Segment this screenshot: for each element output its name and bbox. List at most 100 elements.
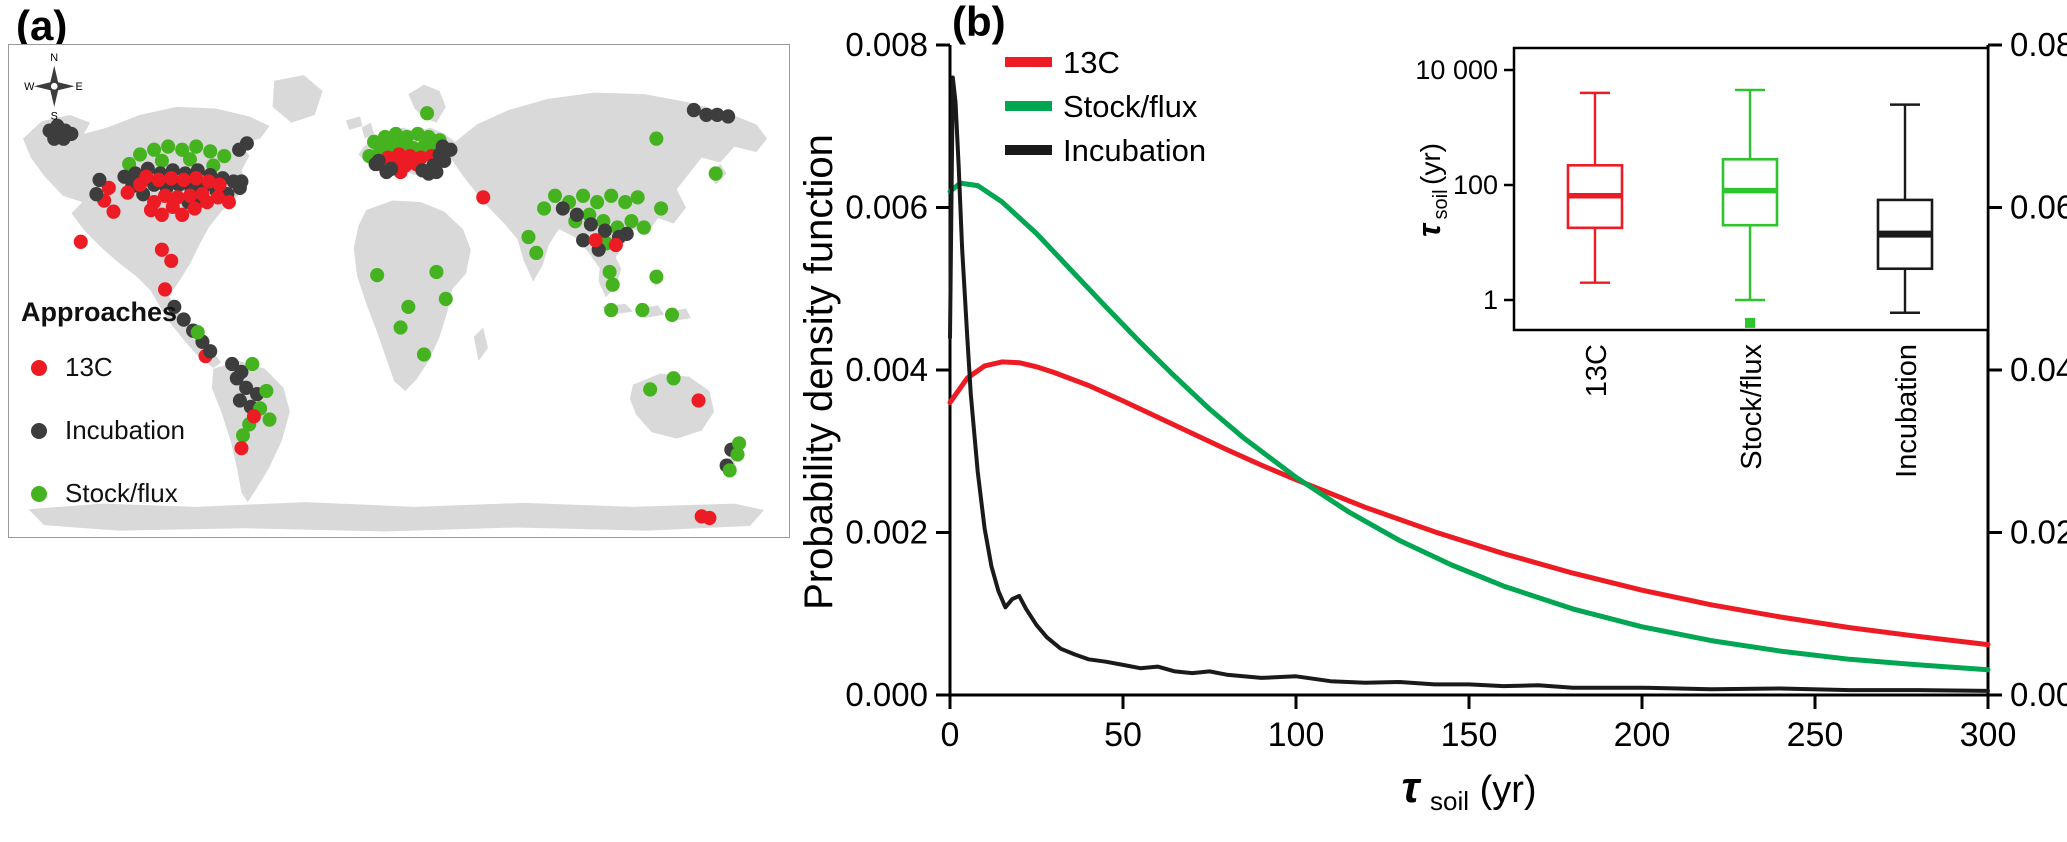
map-dot-stockflux	[154, 153, 169, 168]
map-dot-incubation	[576, 233, 591, 248]
compass-south-label: S	[51, 111, 58, 123]
map-dot-stockflux	[521, 229, 536, 245]
inset-x-label-2: Incubation	[1891, 344, 1923, 478]
compass-rose: N E S W	[24, 52, 83, 123]
map-legend-title: Approaches	[21, 297, 178, 327]
inset-x-label-0: 13C	[1581, 344, 1613, 397]
map-dot-13c	[200, 194, 215, 210]
y-axis-title: Probability density function	[800, 134, 841, 610]
map-dot-stockflux	[635, 302, 650, 318]
continent-madagascar	[473, 327, 488, 361]
map-dot-incubation	[686, 102, 701, 118]
compass-west-label: W	[24, 81, 35, 93]
map-dot-stockflux	[602, 264, 617, 280]
compass-north-label: N	[50, 52, 58, 64]
map-dot-stockflux	[410, 126, 425, 142]
right-tick-label: 0.02	[2010, 514, 2067, 551]
map-dot-13c	[133, 177, 148, 192]
legend-label-0: 13C	[1063, 45, 1120, 80]
map-dot-stockflux	[401, 299, 416, 315]
box-outlier	[1745, 317, 1755, 328]
map-dot-incubation	[371, 153, 386, 168]
curve-13c	[947, 359, 1991, 648]
map-dot-13c	[221, 194, 236, 210]
map-dot-stockflux	[649, 131, 664, 146]
map-dot-stockflux	[576, 188, 591, 203]
map-dot-stockflux	[416, 139, 431, 154]
inset-x-label-1: Stock/flux	[1736, 344, 1768, 470]
compass-east-label: E	[76, 81, 83, 93]
x-axis-title: τ soil (yr)	[1401, 763, 1536, 819]
map-dot-incubation	[234, 174, 249, 189]
map-dot-13c	[608, 237, 623, 253]
right-tick-label: 0.06	[2010, 189, 2067, 226]
map-dot-incubation	[699, 107, 714, 122]
map-dot-stockflux	[203, 144, 218, 159]
map-dot-incubation	[555, 201, 570, 216]
left-tick-label: 0.008	[845, 26, 928, 63]
inset-y-title-sub: soil	[1430, 189, 1452, 219]
continent-scandinavia	[408, 84, 446, 123]
right-tick-label: 0.04	[2010, 351, 2067, 388]
bottom-tick-label: 150	[1441, 716, 1498, 754]
map-dot-stockflux	[245, 356, 260, 372]
bottom-tick-label: 250	[1787, 716, 1844, 754]
map-dot-stockflux	[664, 307, 680, 322]
map-dot-stockflux	[133, 147, 148, 162]
map-dot-incubation	[89, 187, 104, 202]
map-dot-incubation	[597, 223, 612, 238]
map-dot-13c	[165, 199, 180, 215]
map-dot-incubation	[619, 226, 634, 242]
inset-tick-label: 1	[1483, 285, 1498, 315]
legend-dot-stockflux-icon	[31, 485, 47, 502]
map-legend-label-13c: 13C	[65, 352, 113, 382]
map-dot-incubation	[203, 344, 218, 359]
map-dot-13c	[175, 207, 190, 222]
map-dot-incubation	[229, 371, 244, 386]
map-dot-stockflux	[388, 126, 403, 142]
map-dot-13c	[588, 233, 603, 248]
map-dot-13c	[212, 177, 227, 192]
map-dot-stockflux	[590, 194, 605, 210]
compass-hub-icon	[49, 81, 59, 91]
map-dot-13c	[157, 282, 173, 297]
map-dot-stockflux	[722, 463, 737, 478]
panel-a-label: (a)	[16, 2, 68, 49]
x-axis-title-rest: (yr)	[1480, 769, 1537, 811]
right-tick-label: 0.00	[2010, 676, 2067, 713]
map-legend-item-stockflux: Stock/flux	[21, 478, 185, 509]
map-dot-13c	[691, 393, 706, 408]
map-dot-stockflux	[730, 447, 745, 462]
continent-uk	[361, 122, 375, 139]
legend-dot-13c-icon	[31, 359, 47, 376]
inset-y-axis-title: τ soil (yr)	[1411, 143, 1452, 237]
map-dot-stockflux	[189, 139, 204, 154]
inset-y-title-tau: τ	[1411, 222, 1447, 237]
map-dot-stockflux	[654, 201, 669, 216]
map-legend-item-incubation: Incubation	[21, 415, 185, 446]
map-dot-13c	[143, 202, 158, 218]
map-dot-13c	[187, 201, 202, 216]
bottom-tick-label: 200	[1614, 716, 1671, 754]
map-legend: Approaches 13C Incubation Stock/flux	[21, 297, 185, 541]
map-dot-stockflux	[393, 320, 408, 335]
map-dot-13c	[157, 188, 173, 203]
map-legend-item-13c: 13C	[21, 352, 185, 383]
map-dot-incubation	[128, 166, 143, 181]
map-dot-incubation	[239, 380, 254, 395]
map-dot-13c	[164, 171, 179, 186]
map-dot-13c	[120, 185, 135, 200]
map-dot-stockflux	[649, 269, 664, 284]
curve-stock-flux	[947, 180, 1991, 673]
map-dot-stockflux	[262, 412, 277, 427]
map-dot-stockflux	[182, 152, 197, 167]
continent-antarctica	[28, 502, 765, 532]
left-tick-label: 0.000	[845, 676, 928, 713]
continent-africa	[353, 200, 471, 391]
left-tick-label: 0.006	[845, 189, 928, 226]
inset-y-title-rest: (yr)	[1415, 143, 1446, 185]
bottom-tick-label: 0	[941, 716, 960, 754]
continent-greenland	[272, 75, 323, 123]
map-dot-stockflux	[604, 188, 619, 203]
map-dot-13c	[154, 242, 169, 257]
